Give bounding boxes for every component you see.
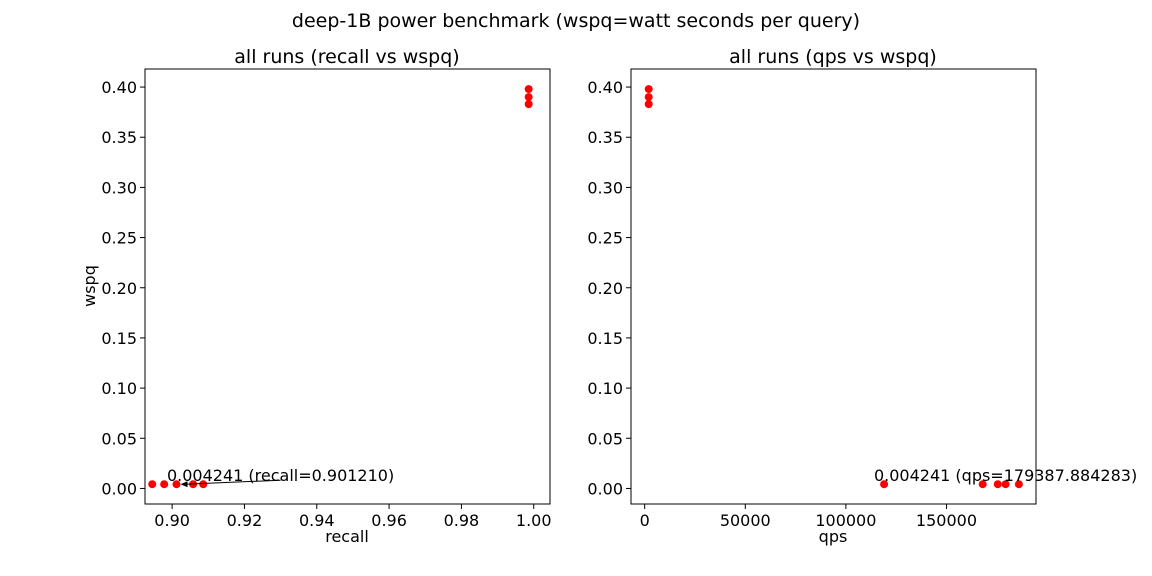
- qps-plot-frame: [630, 68, 1037, 505]
- qps-data-point-4: [978, 480, 987, 489]
- qps-x-axis-label: qps: [819, 527, 848, 546]
- qps-data-point-2: [644, 85, 653, 94]
- qps-data-point-1: [644, 93, 653, 102]
- qps-plot-points: [644, 85, 1023, 489]
- recall-y-tick-label-8: 0.40: [101, 78, 137, 97]
- recall-plot-title: all runs (recall vs wspq): [234, 46, 459, 68]
- qps-plot-title: all runs (qps vs wspq): [729, 46, 937, 68]
- recall-plot-ticks: 0.90 0.92 0.94 0.96 0.98 1.00 0.00 0.05 0.10 0.15…: [101, 78, 551, 530]
- qps-data-point-3: [880, 480, 889, 489]
- qps-x-tick-label-3: 150000: [916, 511, 977, 530]
- recall-plot-annotation: 0.004241 (recall=0.901210): [167, 466, 394, 488]
- qps-vs-wspq-plot: all runs (qps vs wspq) 0 50000 100000 15000…: [587, 46, 1137, 546]
- qps-x-tick-label-2: 100000: [815, 511, 876, 530]
- qps-x-tick-label-0: 0: [640, 511, 650, 530]
- recall-annotation-arrowhead: [180, 481, 188, 488]
- qps-y-tick-label-0: 0.00: [587, 479, 623, 498]
- qps-y-tick-label-3: 0.15: [587, 329, 623, 348]
- recall-data-point-1: [160, 480, 169, 489]
- recall-plot-points: [148, 85, 533, 489]
- recall-y-axis-label: wspq: [80, 265, 99, 307]
- recall-x-tick-label-3: 0.96: [371, 511, 407, 530]
- recall-data-point-5: [524, 100, 533, 109]
- qps-y-tick-label-2: 0.10: [587, 379, 623, 398]
- recall-vs-wspq-plot: all runs (recall vs wspq) 0.90 0.92 0.94 0.…: [80, 46, 552, 546]
- qps-x-tick-label-1: 50000: [720, 511, 771, 530]
- recall-data-point-4: [199, 480, 208, 489]
- qps-y-tick-label-5: 0.25: [587, 229, 623, 248]
- recall-data-point-7: [524, 85, 533, 94]
- qps-y-tick-label-4: 0.20: [587, 279, 623, 298]
- recall-y-tick-label-5: 0.25: [101, 229, 137, 248]
- recall-x-tick-label-5: 1.00: [516, 511, 552, 530]
- recall-data-point-2: [172, 480, 181, 489]
- recall-plot-frame: [144, 68, 551, 505]
- recall-annotation-text: 0.004241 (recall=0.901210): [167, 466, 394, 485]
- recall-y-tick-label-7: 0.35: [101, 128, 137, 147]
- recall-y-tick-label-2: 0.10: [101, 379, 137, 398]
- qps-data-point-0: [644, 100, 653, 109]
- qps-y-tick-label-7: 0.35: [587, 128, 623, 147]
- qps-annotation-text: 0.004241 (qps=179387.884283): [874, 466, 1137, 485]
- recall-x-tick-label-0: 0.90: [154, 511, 190, 530]
- recall-x-tick-label-1: 0.92: [227, 511, 263, 530]
- recall-data-point-6: [524, 93, 533, 102]
- recall-y-tick-label-4: 0.20: [101, 279, 137, 298]
- recall-y-tick-label-1: 0.05: [101, 429, 137, 448]
- qps-y-tick-label-1: 0.05: [587, 429, 623, 448]
- figure-suptitle: deep-1B power benchmark (wspq=watt secon…: [292, 10, 860, 32]
- recall-data-point-0: [148, 480, 157, 489]
- recall-y-tick-label-6: 0.30: [101, 178, 137, 197]
- qps-plot-ticks: 0 50000 100000 150000 0.00 0.05 0.10 0.15 0.20 0.…: [587, 78, 977, 530]
- recall-y-tick-label-3: 0.15: [101, 329, 137, 348]
- recall-annotation-arrow: [184, 479, 281, 485]
- qps-data-point-6: [1001, 480, 1010, 489]
- qps-y-tick-label-6: 0.30: [587, 178, 623, 197]
- recall-x-axis-label: recall: [325, 527, 369, 546]
- recall-x-tick-label-2: 0.94: [299, 511, 335, 530]
- qps-data-point-7: [1014, 480, 1023, 489]
- recall-x-tick-label-4: 0.98: [444, 511, 480, 530]
- qps-y-tick-label-8: 0.40: [587, 78, 623, 97]
- recall-y-tick-label-0: 0.00: [101, 479, 137, 498]
- qps-data-point-5: [993, 480, 1002, 489]
- qps-plot-annotation: 0.004241 (qps=179387.884283): [874, 466, 1137, 485]
